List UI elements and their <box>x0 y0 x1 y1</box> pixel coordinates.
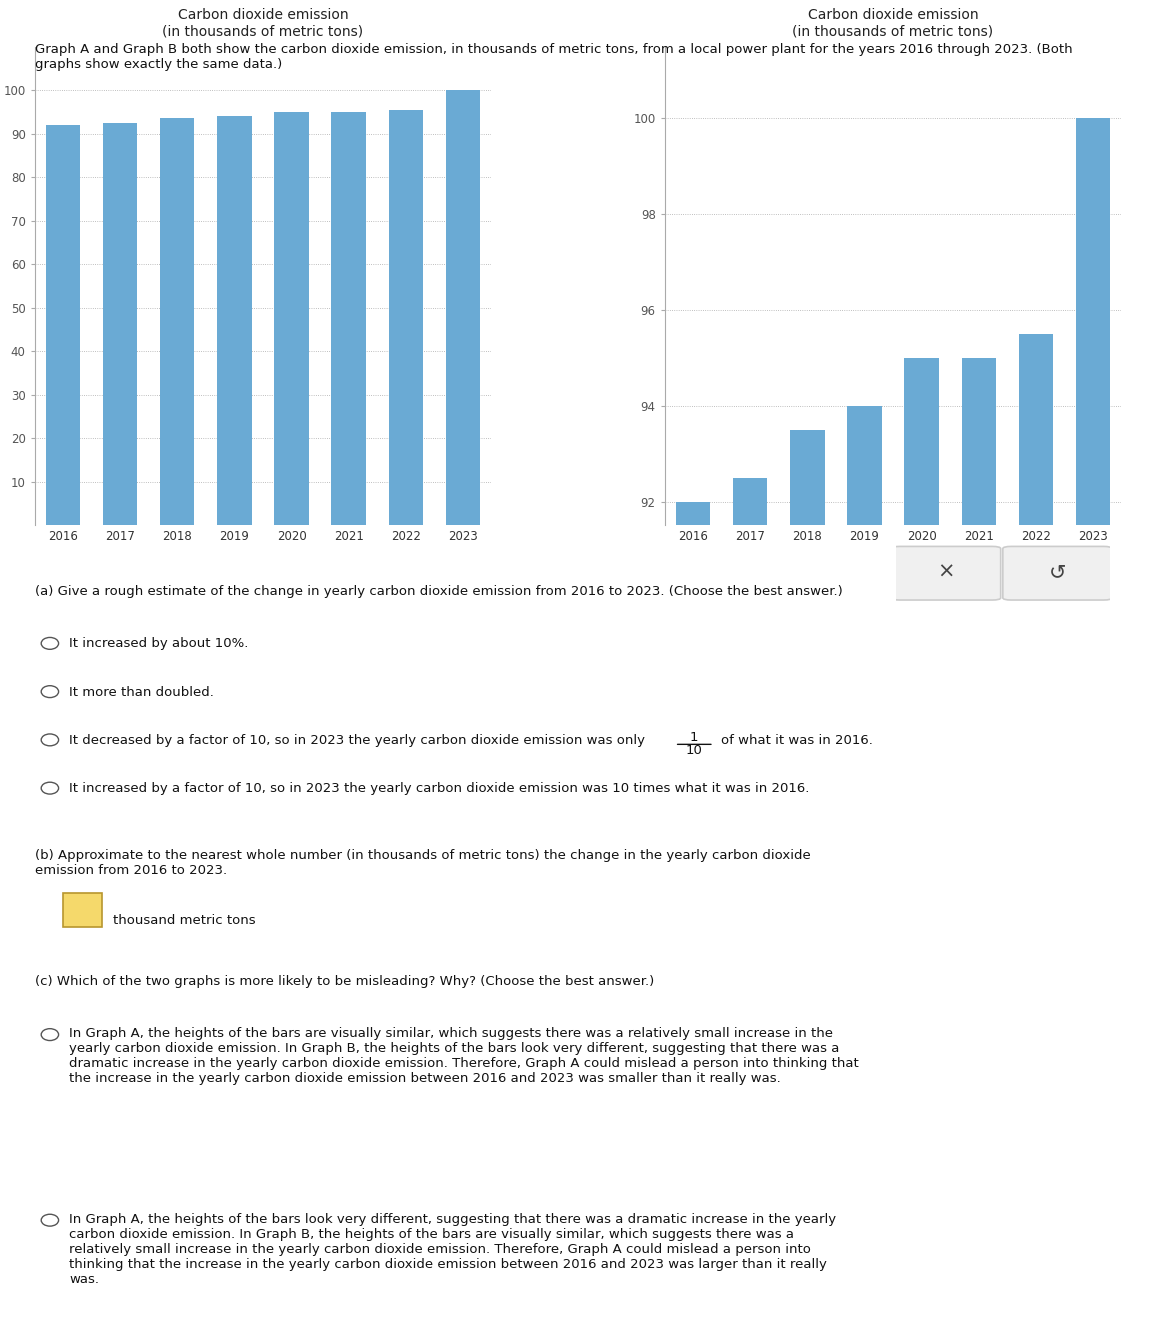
Bar <box>332 112 365 525</box>
Text: thousand metric tons: thousand metric tons <box>113 914 255 927</box>
Title: Carbon dioxide emission
(in thousands of metric tons): Carbon dioxide emission (in thousands of… <box>162 8 363 39</box>
Text: It increased by about 10%.: It increased by about 10%. <box>69 637 249 650</box>
Text: ×: × <box>938 563 955 583</box>
Bar <box>103 122 138 525</box>
Bar <box>904 358 939 1330</box>
Bar <box>217 116 252 525</box>
Text: (b) Approximate to the nearest whole number (in thousands of metric tons) the ch: (b) Approximate to the nearest whole num… <box>35 849 810 876</box>
Bar <box>46 125 80 525</box>
Bar <box>445 90 480 525</box>
Bar <box>1018 334 1053 1330</box>
Text: In Graph A, the heights of the bars look very different, suggesting that there w: In Graph A, the heights of the bars look… <box>69 1213 837 1286</box>
FancyBboxPatch shape <box>1002 547 1112 600</box>
Text: of what it was in 2016.: of what it was in 2016. <box>721 734 873 747</box>
Bar <box>847 406 882 1330</box>
Bar <box>962 358 995 1330</box>
Text: It more than doubled.: It more than doubled. <box>69 686 214 698</box>
Bar <box>161 118 194 525</box>
Bar <box>1076 118 1110 1330</box>
Bar <box>733 477 768 1330</box>
Text: ↺: ↺ <box>1048 563 1066 583</box>
Bar <box>676 501 711 1330</box>
Bar <box>791 430 824 1330</box>
Bar <box>388 109 423 525</box>
Text: 10: 10 <box>686 745 703 757</box>
FancyBboxPatch shape <box>891 547 1001 600</box>
Bar <box>274 112 309 525</box>
Text: (c) Which of the two graphs is more likely to be misleading? Why? (Choose the be: (c) Which of the two graphs is more like… <box>35 975 654 988</box>
Text: Graph A and Graph B both show the carbon dioxide emission, in thousands of metri: Graph A and Graph B both show the carbon… <box>35 43 1073 70</box>
Text: 1: 1 <box>690 732 698 743</box>
Title: Carbon dioxide emission
(in thousands of metric tons): Carbon dioxide emission (in thousands of… <box>793 8 994 39</box>
Text: In Graph A, the heights of the bars are visually similar, which suggests there w: In Graph A, the heights of the bars are … <box>69 1027 859 1085</box>
Text: (a) Give a rough estimate of the change in yearly carbon dioxide emission from 2: (a) Give a rough estimate of the change … <box>35 585 843 598</box>
FancyBboxPatch shape <box>62 892 102 927</box>
Text: It increased by a factor of 10, so in 2023 the yearly carbon dioxide emission wa: It increased by a factor of 10, so in 20… <box>69 782 810 795</box>
Text: It decreased by a factor of 10, so in 2023 the yearly carbon dioxide emission wa: It decreased by a factor of 10, so in 20… <box>69 734 645 747</box>
